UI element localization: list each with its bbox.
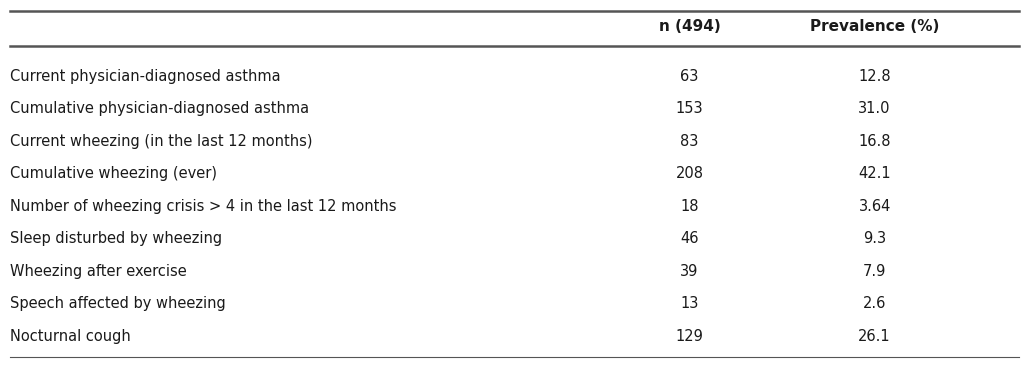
Text: 12.8: 12.8 [858, 69, 891, 84]
Text: Sleep disturbed by wheezing: Sleep disturbed by wheezing [10, 231, 222, 246]
Text: n (494): n (494) [659, 19, 720, 34]
Text: 39: 39 [680, 264, 699, 279]
Text: Current wheezing (in the last 12 months): Current wheezing (in the last 12 months) [10, 134, 313, 149]
Text: 9.3: 9.3 [863, 231, 886, 246]
Text: Speech affected by wheezing: Speech affected by wheezing [10, 296, 226, 311]
Text: Cumulative wheezing (ever): Cumulative wheezing (ever) [10, 166, 217, 181]
Text: 7.9: 7.9 [863, 264, 886, 279]
Text: 18: 18 [680, 199, 699, 214]
Text: Prevalence (%): Prevalence (%) [810, 19, 939, 34]
Text: 16.8: 16.8 [858, 134, 891, 149]
Text: 26.1: 26.1 [858, 329, 891, 344]
Text: 13: 13 [680, 296, 699, 311]
Text: 31.0: 31.0 [858, 101, 891, 117]
Text: 3.64: 3.64 [858, 199, 891, 214]
Text: 208: 208 [675, 166, 704, 181]
Text: 129: 129 [675, 329, 704, 344]
Text: Nocturnal cough: Nocturnal cough [10, 329, 131, 344]
Text: 153: 153 [676, 101, 703, 117]
Text: 83: 83 [680, 134, 699, 149]
Text: Cumulative physician-diagnosed asthma: Cumulative physician-diagnosed asthma [10, 101, 310, 117]
Text: Number of wheezing crisis > 4 in the last 12 months: Number of wheezing crisis > 4 in the las… [10, 199, 397, 214]
Text: 2.6: 2.6 [863, 296, 886, 311]
Text: 42.1: 42.1 [858, 166, 891, 181]
Text: Current physician-diagnosed asthma: Current physician-diagnosed asthma [10, 69, 281, 84]
Text: 46: 46 [680, 231, 699, 246]
Text: 63: 63 [680, 69, 699, 84]
Text: Wheezing after exercise: Wheezing after exercise [10, 264, 187, 279]
